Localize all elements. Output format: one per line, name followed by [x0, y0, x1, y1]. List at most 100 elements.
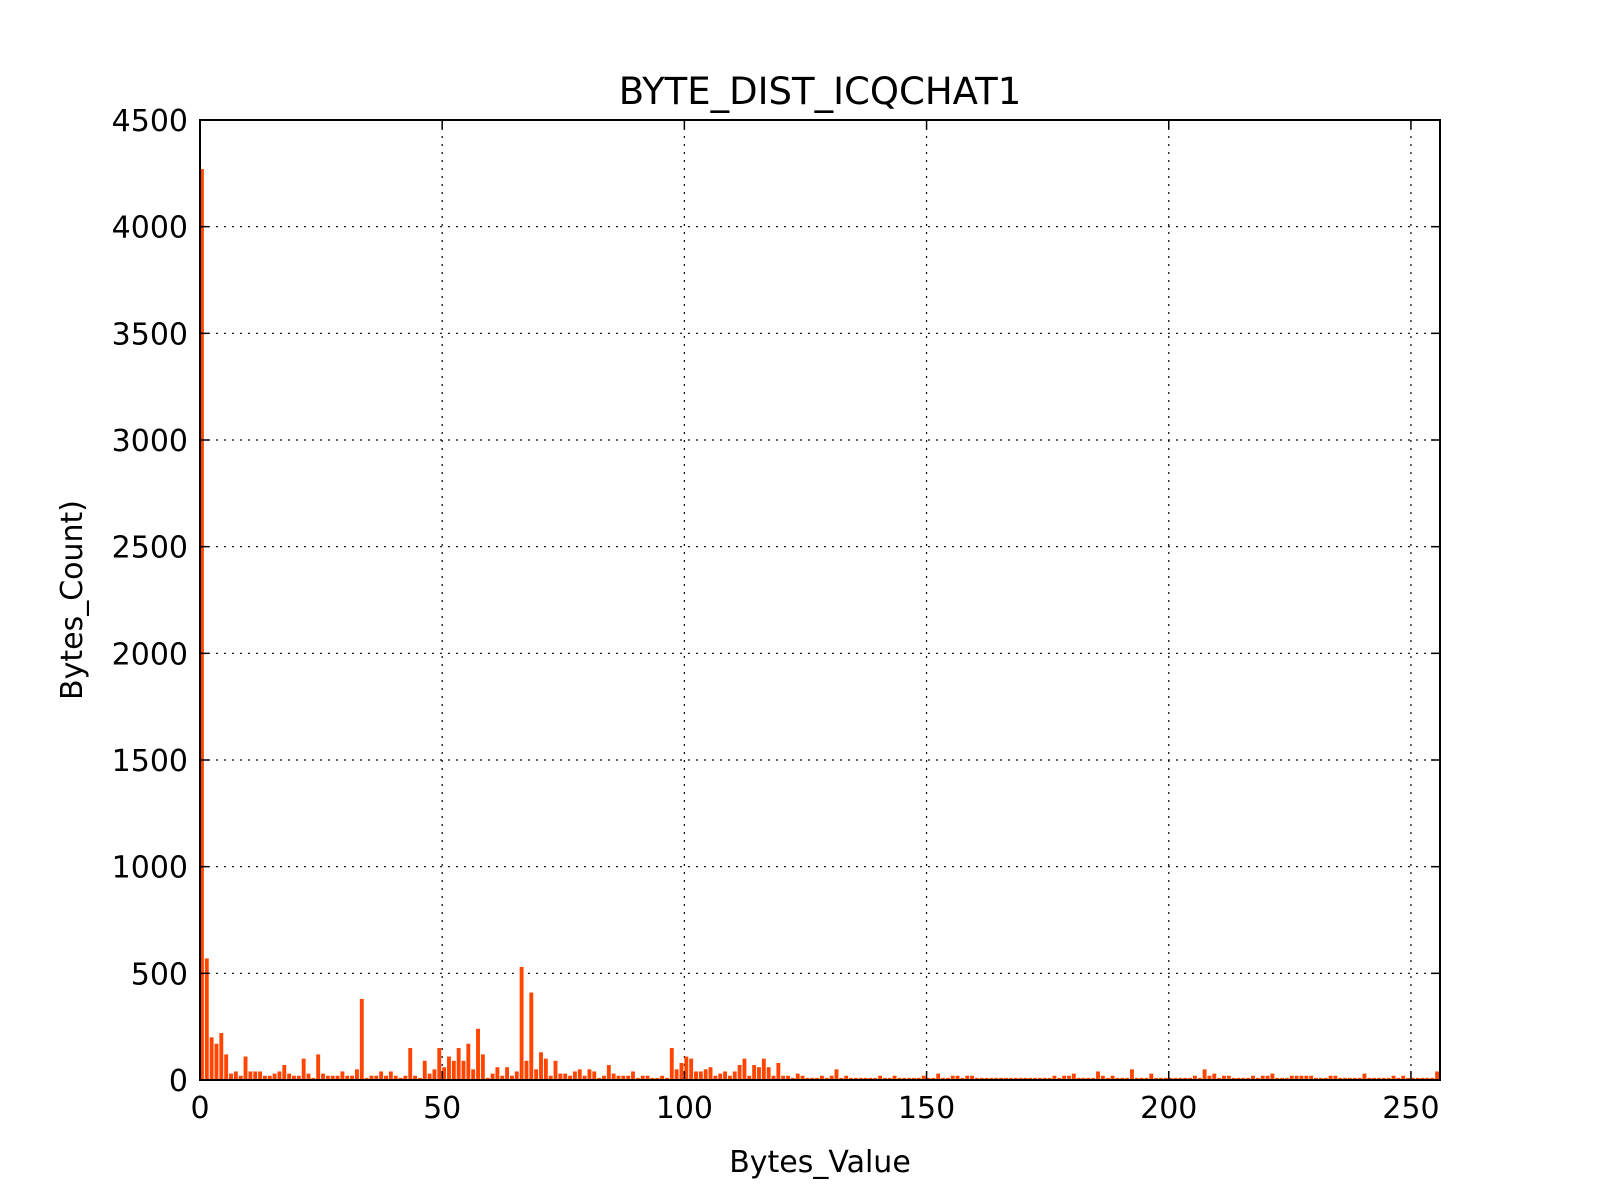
bar: [606, 1065, 611, 1080]
bar: [272, 1073, 277, 1080]
bar: [1173, 1077, 1178, 1080]
bar: [519, 966, 524, 1080]
bar: [1008, 1077, 1013, 1080]
bar: [340, 1071, 345, 1080]
bar: [1091, 1077, 1096, 1080]
bar: [476, 1028, 480, 1080]
bar: [955, 1075, 960, 1080]
bar: [994, 1077, 999, 1080]
bar: [960, 1077, 965, 1080]
y-tick-label: 2500: [112, 531, 188, 566]
bar: [471, 1069, 476, 1080]
bar: [572, 1071, 577, 1080]
bar: [1352, 1077, 1357, 1080]
bar: [621, 1075, 626, 1080]
bar: [1028, 1077, 1033, 1080]
bar: [403, 1075, 408, 1080]
bar: [853, 1077, 858, 1080]
bar: [1178, 1077, 1183, 1080]
bar: [602, 1075, 606, 1080]
bar: [1062, 1075, 1067, 1080]
bar: [480, 1054, 485, 1080]
y-axis-label: Bytes_Count): [55, 500, 90, 700]
bar: [941, 1077, 945, 1080]
bar: [1168, 1077, 1173, 1080]
bar: [1163, 1077, 1168, 1080]
bar: [534, 1069, 539, 1080]
bar: [1130, 1069, 1134, 1080]
bar: [698, 1071, 703, 1080]
bar: [219, 1033, 224, 1080]
bar: [224, 1054, 229, 1080]
bar: [490, 1073, 495, 1080]
bar: [1285, 1077, 1289, 1080]
bar: [742, 1058, 747, 1080]
bar: [912, 1077, 916, 1080]
bar: [388, 1071, 393, 1080]
bar: [771, 1075, 776, 1080]
bar: [786, 1075, 790, 1080]
bar: [248, 1071, 253, 1080]
bar: [359, 998, 364, 1080]
bar: [645, 1075, 650, 1080]
bar: [355, 1069, 359, 1080]
bar: [1037, 1077, 1042, 1080]
bar: [597, 1077, 602, 1080]
x-tick-label: 50: [423, 1091, 461, 1126]
bar: [902, 1077, 907, 1080]
bar: [306, 1073, 311, 1080]
bar: [587, 1069, 592, 1080]
bar: [1318, 1077, 1323, 1080]
x-tick-label: 100: [656, 1091, 713, 1126]
bar: [374, 1075, 379, 1080]
bar: [214, 1043, 219, 1080]
bar: [209, 1037, 214, 1080]
bar: [660, 1075, 665, 1080]
bar: [916, 1077, 921, 1080]
bar: [1314, 1077, 1318, 1080]
bar: [1217, 1077, 1222, 1080]
bar: [684, 1056, 689, 1080]
bar: [282, 1065, 287, 1080]
bar: [1343, 1077, 1347, 1080]
bar: [529, 992, 534, 1080]
bar: [345, 1075, 350, 1080]
bar: [1096, 1071, 1100, 1080]
bar: [1071, 1073, 1076, 1080]
bar: [975, 1077, 979, 1080]
bar: [713, 1075, 718, 1080]
bar: [1265, 1075, 1270, 1080]
bar: [277, 1071, 282, 1080]
bar: [393, 1075, 398, 1080]
bar: [1304, 1075, 1309, 1080]
bar: [253, 1071, 258, 1080]
bar: [437, 1048, 442, 1080]
bar: [316, 1054, 321, 1080]
bar: [1144, 1077, 1149, 1080]
bar: [524, 1060, 529, 1080]
bar: [510, 1075, 514, 1080]
bar: [384, 1075, 388, 1080]
bar: [897, 1077, 902, 1080]
bar: [1420, 1077, 1425, 1080]
bar: [1018, 1077, 1023, 1080]
bar: [1183, 1077, 1188, 1080]
bar: [1154, 1077, 1159, 1080]
bar: [1100, 1075, 1105, 1080]
bar: [461, 1060, 466, 1080]
bar: [1226, 1075, 1231, 1080]
bar: [233, 1071, 238, 1080]
bar: [292, 1075, 296, 1080]
bar: [325, 1075, 330, 1080]
bar: [422, 1060, 427, 1080]
bar: [950, 1075, 955, 1080]
bar: [679, 1062, 684, 1080]
bar: [1275, 1077, 1280, 1080]
bar: [335, 1075, 340, 1080]
bar: [1280, 1077, 1285, 1080]
bar: [689, 1058, 694, 1080]
bar: [1188, 1077, 1192, 1080]
bar: [1294, 1075, 1299, 1080]
bar: [1197, 1077, 1202, 1080]
